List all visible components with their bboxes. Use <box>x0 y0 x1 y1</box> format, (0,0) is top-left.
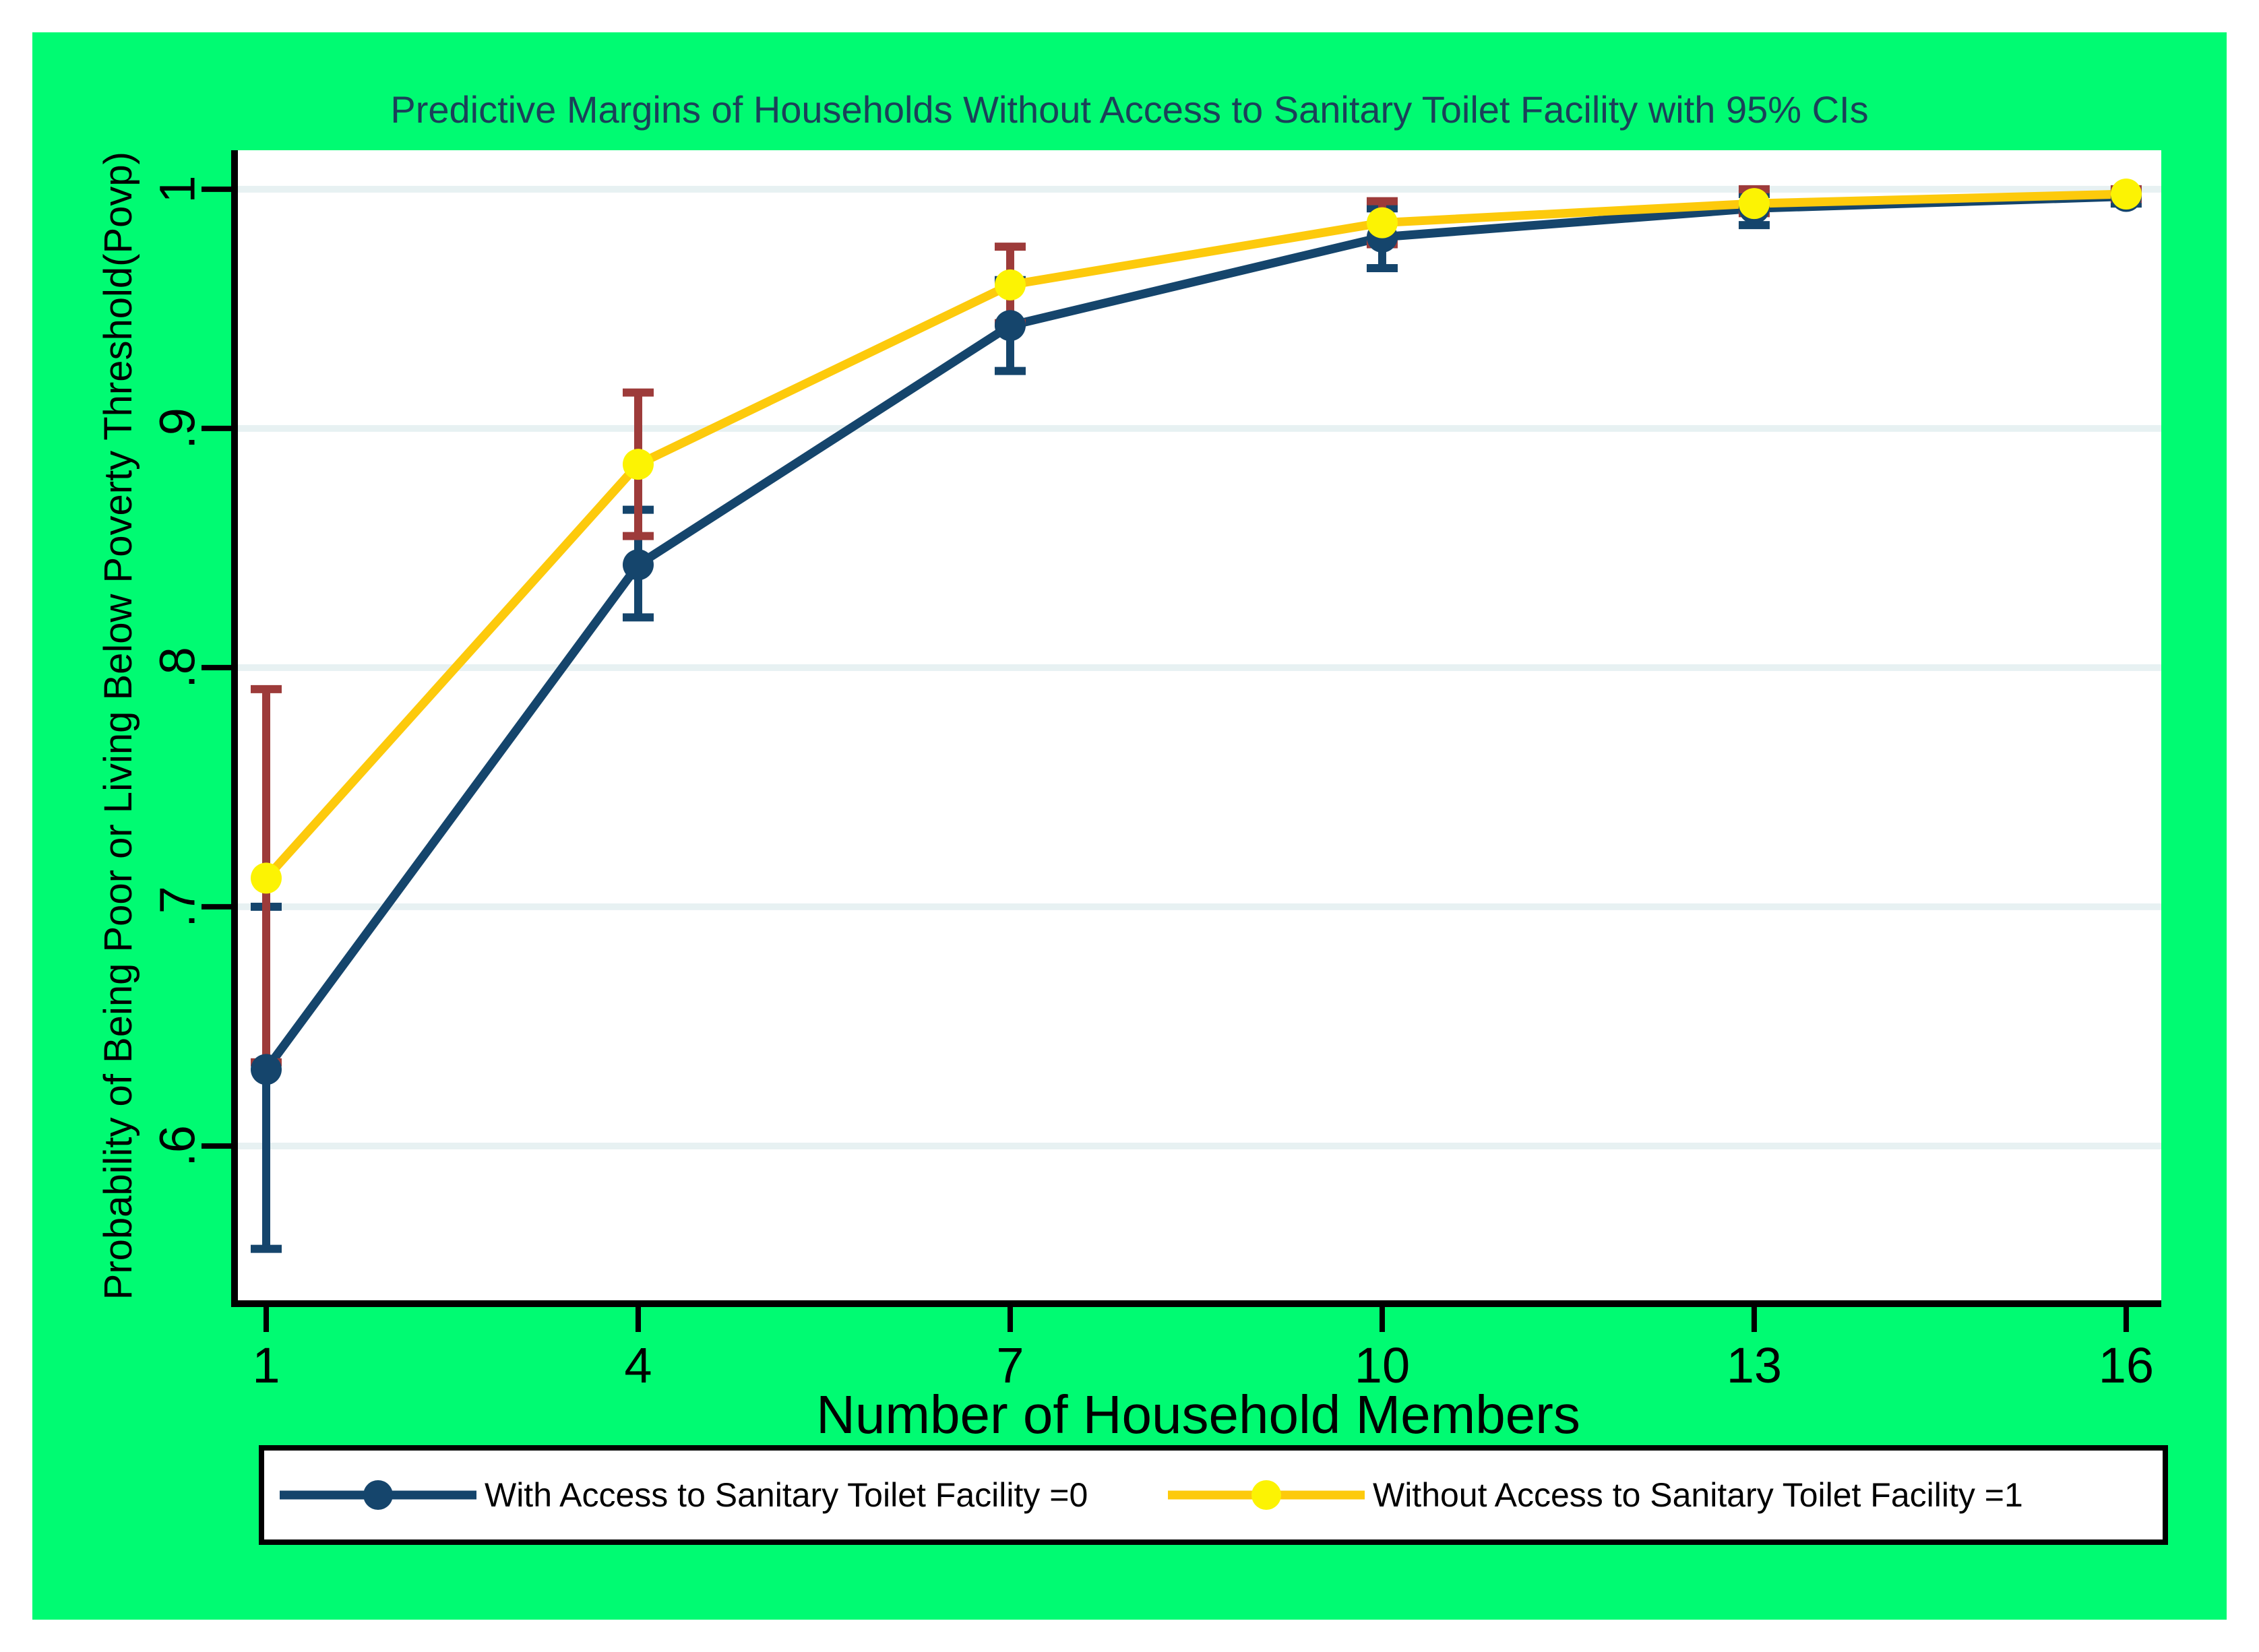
x-tick-label: 7 <box>996 1337 1024 1393</box>
legend-label-without-access: Without Access to Sanitary Toilet Facili… <box>1373 1476 2023 1514</box>
data-point-marker <box>2110 178 2142 210</box>
y-tick-label: .7 <box>150 886 206 928</box>
x-tick-label: 13 <box>1727 1337 1782 1393</box>
data-point-marker <box>994 269 1026 300</box>
legend-item-with-access: With Access to Sanitary Toilet Facility … <box>280 1451 1088 1539</box>
data-point-marker <box>1366 207 1398 239</box>
y-tick-label: .9 <box>150 408 206 449</box>
legend-item-without-access: Without Access to Sanitary Toilet Facili… <box>1168 1451 2023 1539</box>
data-point-marker <box>250 862 282 894</box>
y-axis-title-wrap: Probability of Being Poor or Living Belo… <box>94 150 142 1301</box>
legend-key-navy-line-marker <box>280 1480 476 1510</box>
x-tick-label: 16 <box>2099 1337 2154 1393</box>
data-point-marker <box>622 449 654 480</box>
legend-key-yellow-line-marker <box>1168 1480 1365 1510</box>
y-tick-label: 1 <box>150 175 206 203</box>
x-axis-title: Number of Household Members <box>816 1385 1580 1444</box>
legend-marker <box>363 1480 393 1510</box>
x-tick-label: 10 <box>1355 1337 1410 1393</box>
x-tick-label: 4 <box>624 1337 652 1393</box>
x-tick-label: 1 <box>252 1337 280 1393</box>
chart-title: Predictive Margins of Households Without… <box>390 88 1869 131</box>
legend: With Access to Sanitary Toilet Facility … <box>259 1445 2168 1545</box>
legend-label-with-access: With Access to Sanitary Toilet Facility … <box>485 1476 1088 1514</box>
data-point-marker <box>1738 188 1770 220</box>
data-point-marker <box>994 310 1026 342</box>
plot-background <box>235 150 2161 1301</box>
y-tick-label: .6 <box>150 1125 206 1167</box>
legend-marker <box>1251 1480 1281 1510</box>
data-point-marker <box>622 549 654 581</box>
data-point-marker <box>250 1054 282 1085</box>
series-line <box>263 189 2127 881</box>
y-axis-title: Probability of Being Poor or Living Belo… <box>96 151 140 1300</box>
series-line <box>262 192 2127 1073</box>
y-tick-label: .8 <box>150 647 206 689</box>
